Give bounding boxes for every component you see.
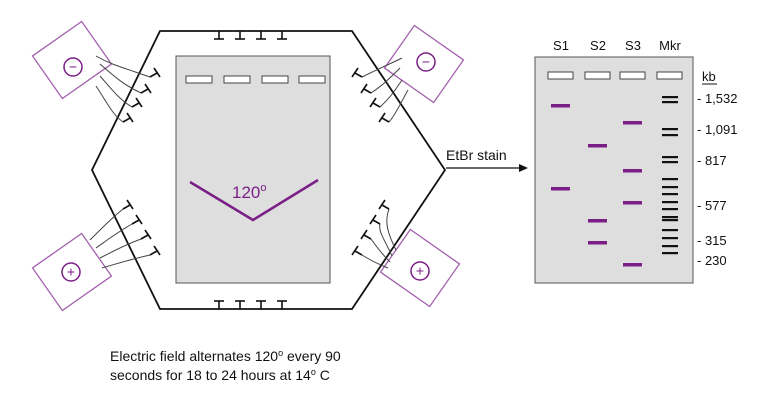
lane-label-s1: S1: [553, 38, 569, 53]
size-label: - 230: [697, 253, 727, 268]
svg-text:−: −: [422, 54, 430, 70]
wires: [361, 208, 397, 269]
band-s3: [623, 121, 642, 125]
band-mkr: [662, 128, 678, 131]
gel-well: [584, 71, 611, 80]
band-mkr: [662, 193, 678, 196]
band-mkr: [662, 101, 678, 104]
wires: [95, 55, 151, 123]
band-s1: [551, 187, 570, 191]
caption-line-1: Electric field alternates 120o every 90: [110, 348, 341, 364]
band-mkr: [662, 208, 678, 211]
band-mkr: [662, 237, 678, 240]
slab-well: [261, 75, 289, 84]
band-mkr: [662, 178, 678, 181]
band-mkr: [662, 156, 678, 159]
lane-label-s3: S3: [625, 38, 641, 53]
svg-text:−: −: [69, 59, 77, 75]
lower-left-electrode-set: +: [31, 199, 161, 312]
band-mkr: [662, 219, 678, 222]
band-s3: [623, 169, 642, 173]
band-s3: [623, 263, 642, 267]
wires: [89, 208, 151, 269]
band-mkr: [662, 216, 678, 219]
band-s2: [588, 219, 607, 223]
upper-left-electrode-set: −: [31, 20, 161, 123]
sample-bands: [551, 104, 642, 267]
lower-right-electrode-set: +: [351, 199, 461, 308]
size-label: - 1,091: [697, 122, 737, 137]
electrode-pins: [122, 67, 161, 123]
band-s3: [623, 201, 642, 205]
electrode-pins: [122, 199, 161, 256]
gel-well: [547, 71, 574, 80]
slab-well: [185, 75, 213, 84]
slab-well: [223, 75, 251, 84]
size-label: - 817: [697, 153, 727, 168]
size-label: - 577: [697, 198, 727, 213]
field-angle-vee: [189, 178, 319, 222]
band-mkr: [662, 229, 678, 232]
caption-line-2: seconds for 18 to 24 hours at 14o C: [110, 367, 330, 383]
lane-label-s2: S2: [590, 38, 606, 53]
marker-bands: [662, 96, 678, 255]
electrode-pins: [351, 67, 390, 123]
svg-text:+: +: [67, 264, 75, 280]
positive-terminal-icon: [61, 262, 81, 282]
band-s2: [588, 241, 607, 245]
bottom-electrode-pins: [214, 300, 287, 309]
gel-background: [534, 56, 694, 284]
stain-arrow: [446, 164, 528, 172]
electrode-pins: [351, 199, 390, 256]
band-s1: [551, 104, 570, 108]
negative-terminal-icon: [63, 57, 83, 77]
caption: Electric field alternates 120o every 90 …: [110, 347, 470, 385]
slab-wells: [185, 75, 326, 84]
band-mkr: [662, 134, 678, 137]
gel-well: [619, 71, 646, 80]
size-label: - 1,532: [697, 91, 737, 106]
gel-slab: [175, 55, 331, 284]
band-mkr: [662, 161, 678, 164]
slab-well: [298, 75, 326, 84]
band-mkr: [662, 245, 678, 248]
top-electrode-pins: [214, 31, 287, 40]
negative-terminal-icon: [416, 52, 436, 72]
positive-terminal-icon: [410, 261, 430, 281]
band-mkr: [662, 186, 678, 189]
size-unit-label: kb: [702, 69, 716, 84]
svg-text:+: +: [416, 263, 424, 279]
gel-wells: [547, 71, 683, 80]
band-mkr: [662, 252, 678, 255]
upper-right-electrode-set: −: [351, 24, 465, 123]
stain-label: EtBr stain: [446, 147, 507, 163]
wires: [361, 57, 409, 123]
size-label: - 315: [697, 233, 727, 248]
band-mkr: [662, 96, 678, 99]
gel-well: [656, 71, 683, 80]
chef-chamber: 120o −: [31, 20, 465, 312]
angle-label: 120o: [232, 182, 267, 202]
band-s2: [588, 144, 607, 148]
band-mkr: [662, 201, 678, 204]
stained-gel: S1 S2 S3 Mkr: [534, 38, 737, 284]
lane-label-mkr: Mkr: [659, 38, 681, 53]
